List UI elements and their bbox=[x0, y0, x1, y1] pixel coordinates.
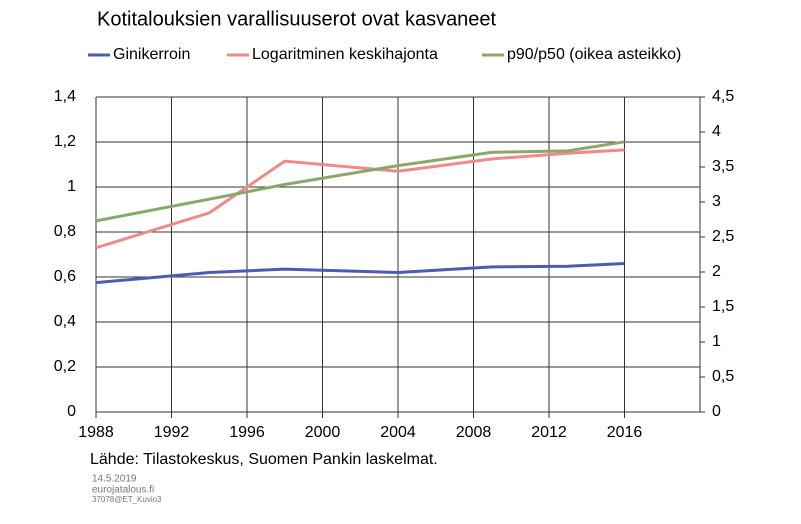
legend-label: Ginikerroin bbox=[113, 46, 190, 63]
y2-tick-label: 1,5 bbox=[712, 298, 734, 315]
y-tick-label: 1,2 bbox=[54, 133, 76, 150]
source: Lähde: Tilastokeskus, Suomen Pankin lask… bbox=[90, 451, 438, 468]
footer: eurojatalous.fi bbox=[92, 485, 154, 496]
x-tick-label: 2012 bbox=[531, 424, 567, 441]
x-tick-label: 2000 bbox=[305, 424, 341, 441]
y2-tick-label: 4,5 bbox=[712, 88, 734, 105]
y2-tick-label: 3,5 bbox=[712, 158, 734, 175]
x-tick-label: 2004 bbox=[380, 424, 416, 441]
legend-label: p90/p50 (oikea asteikko) bbox=[507, 46, 681, 63]
x-tick-label: 2016 bbox=[607, 424, 643, 441]
footer: 14.5.2019 bbox=[92, 474, 137, 485]
y-tick-label: 0,8 bbox=[54, 223, 76, 240]
y-tick-label: 1,4 bbox=[54, 88, 76, 105]
footer: 37078@ET_Kuvio3 bbox=[92, 495, 162, 504]
x-tick-label: 1992 bbox=[154, 424, 190, 441]
line bbox=[95, 140, 625, 223]
x-tick-label: 1988 bbox=[78, 424, 114, 441]
y-tick-label: 0,2 bbox=[54, 358, 76, 375]
y2-tick-label: 2,5 bbox=[712, 228, 734, 245]
line bbox=[95, 148, 625, 250]
legend-label: Logaritminen keskihajonta bbox=[252, 46, 438, 63]
y2-tick-label: 1 bbox=[712, 333, 721, 350]
y2-tick-label: 0 bbox=[712, 403, 721, 420]
y-tick-label: 0,4 bbox=[54, 313, 76, 330]
y2-tick-label: 2 bbox=[712, 263, 721, 280]
y-tick-label: 1 bbox=[67, 178, 76, 195]
y-tick-label: 0,6 bbox=[54, 268, 76, 285]
y2-tick-label: 3 bbox=[712, 193, 721, 210]
line bbox=[95, 262, 625, 285]
y-tick-label: 0 bbox=[67, 403, 76, 420]
chart-title: Kotitalouksien varallisuuserot ovat kasv… bbox=[97, 8, 497, 30]
y2-tick-label: 4 bbox=[712, 123, 721, 140]
x-tick-label: 2008 bbox=[456, 424, 492, 441]
x-tick-label: 1996 bbox=[229, 424, 265, 441]
y2-tick-label: 0,5 bbox=[712, 368, 734, 385]
